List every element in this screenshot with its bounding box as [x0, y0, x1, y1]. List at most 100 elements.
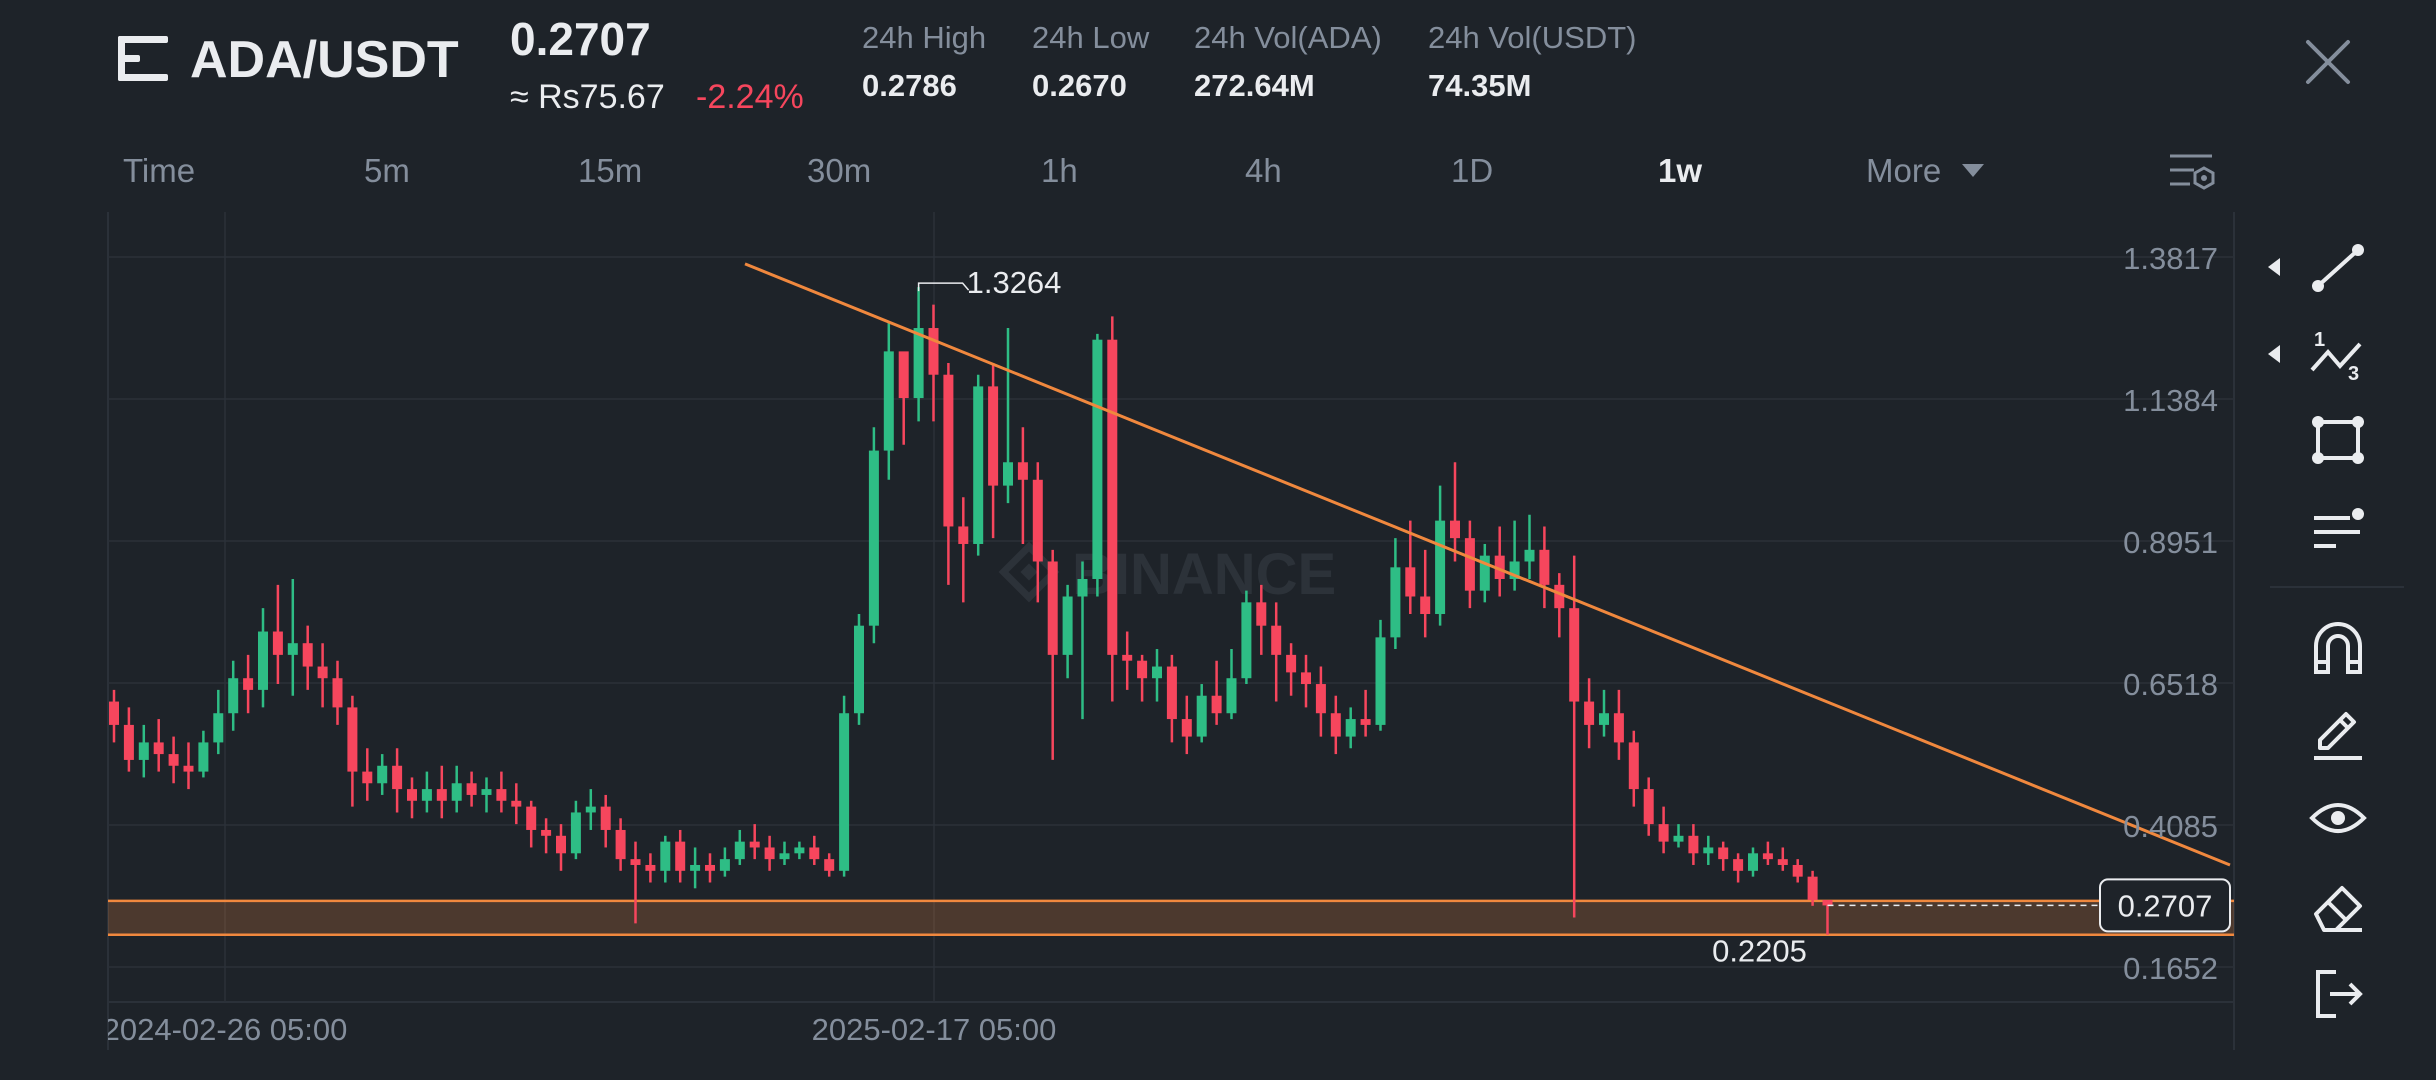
- candle-body: [1211, 695, 1222, 714]
- candle-body: [1330, 713, 1341, 737]
- chart-grid: [107, 212, 2235, 1050]
- candle-body: [1286, 654, 1297, 673]
- candle-body: [1003, 462, 1013, 486]
- toolbar-divider: [2270, 586, 2404, 588]
- exit-tool[interactable]: [2300, 960, 2376, 1024]
- y-tick-label: 0.8951: [2123, 525, 2218, 560]
- exit-icon: [2316, 970, 2363, 1018]
- candle-body: [973, 386, 984, 544]
- candle-body: [1196, 695, 1207, 737]
- candle-body: [570, 812, 581, 854]
- candle-body: [1807, 876, 1818, 900]
- candle-body: [645, 864, 656, 871]
- candle-body: [1092, 339, 1103, 579]
- candle-body: [332, 678, 343, 708]
- candle-body: [123, 724, 134, 760]
- interval-30m[interactable]: 30m: [807, 152, 872, 189]
- candle-body: [377, 765, 388, 784]
- interval-time[interactable]: Time: [123, 152, 196, 189]
- candle-body: [898, 351, 909, 399]
- fibonacci-icon: 1 3: [2310, 329, 2362, 385]
- candle-body: [600, 806, 611, 830]
- price-chart[interactable]: BINANCE 1.38171.13840.89510.65180.40850.…: [0, 210, 2260, 1050]
- interval-1d[interactable]: 1D: [1451, 152, 1494, 189]
- candle-body: [883, 351, 894, 451]
- candle-body: [1464, 538, 1475, 591]
- candle-body: [1792, 864, 1803, 877]
- candle-body: [1673, 835, 1684, 842]
- candle-body: [1077, 578, 1088, 597]
- candle-body: [1420, 596, 1431, 615]
- annotation-tool[interactable]: [2300, 496, 2376, 560]
- candle-body: [615, 829, 626, 860]
- candle-body: [1345, 719, 1356, 737]
- candle-body: [317, 666, 328, 679]
- interval-5m[interactable]: 5m: [364, 152, 410, 189]
- candle-body: [183, 765, 194, 772]
- candle-body: [1703, 847, 1714, 854]
- candle-body: [1435, 520, 1446, 615]
- candle-body: [630, 859, 641, 865]
- candle-body: [943, 374, 954, 527]
- y-tick-label: 1.3817: [2123, 241, 2218, 276]
- y-tick-label: 0.1652: [2123, 951, 2218, 986]
- trendline-tool[interactable]: [2300, 236, 2376, 300]
- candle-body: [1658, 824, 1669, 842]
- current-price-tag: [2099, 878, 2231, 933]
- candle-body: [1062, 596, 1073, 655]
- candle-body: [1047, 561, 1058, 655]
- candle-body: [526, 806, 537, 830]
- interval-15m[interactable]: 15m: [578, 152, 643, 189]
- candle-body: [362, 771, 373, 784]
- fibonacci-tool[interactable]: 1 3: [2300, 322, 2376, 386]
- eraser-icon: [2314, 886, 2362, 932]
- rectangle-shape-icon: [2312, 416, 2364, 464]
- candle-body: [1405, 567, 1416, 597]
- candle-body: [1733, 859, 1744, 871]
- stat-label-low: 24h Low: [1032, 20, 1150, 55]
- caret-down-icon[interactable]: [1962, 164, 1984, 177]
- interval-4h[interactable]: 4h: [1245, 152, 1282, 189]
- interval-1h[interactable]: 1h: [1041, 152, 1078, 189]
- pair-title[interactable]: ADA/USDT: [190, 31, 459, 89]
- visibility-tool[interactable]: [2300, 786, 2376, 850]
- candle-body: [1748, 853, 1758, 871]
- candle-body: [1181, 719, 1192, 737]
- chart-settings-icon[interactable]: [2168, 152, 2216, 194]
- candle-body: [153, 742, 164, 755]
- candle-body: [1628, 742, 1639, 790]
- candle-body: [436, 789, 447, 801]
- candle-body: [809, 847, 820, 860]
- expand-arrow-icon[interactable]: [2268, 258, 2280, 276]
- candle-body: [1494, 555, 1505, 579]
- magnet-tool[interactable]: [2300, 614, 2376, 678]
- shape-tool[interactable]: [2300, 408, 2376, 472]
- y-axis-labels: 1.3817 1.1384 0.8951 0.6518 0.4085 0.1652: [2123, 241, 2218, 986]
- candle-body: [705, 864, 715, 871]
- candle-body: [272, 631, 283, 655]
- high-marker-line: [917, 282, 970, 292]
- candle-body: [1524, 549, 1535, 562]
- expand-arrow-icon[interactable]: [2268, 345, 2280, 363]
- stat-value-vol-ada: 272.64M: [1194, 68, 1315, 103]
- stat-value-low: 0.2670: [1032, 68, 1127, 103]
- candle-body: [958, 526, 969, 544]
- candle-body: [511, 800, 522, 807]
- candle-body: [1137, 660, 1148, 679]
- stat-value-vol-usdt: 74.35M: [1428, 68, 1532, 103]
- candle-body: [1613, 713, 1624, 743]
- svg-text:1: 1: [2314, 329, 2325, 351]
- candle-body: [541, 829, 552, 836]
- candle-body: [779, 853, 790, 860]
- interval-more[interactable]: More: [1866, 152, 1942, 189]
- eraser-tool[interactable]: [2300, 874, 2376, 938]
- support-zone: [108, 900, 2234, 935]
- interval-1w[interactable]: 1w: [1658, 152, 1703, 189]
- stat-value-high: 0.2786: [862, 68, 957, 103]
- menu-icon[interactable]: [118, 34, 170, 84]
- candle-body: [302, 643, 313, 667]
- candle-body: [1017, 462, 1028, 480]
- pencil-icon: [2314, 712, 2362, 760]
- close-icon[interactable]: [2300, 34, 2356, 90]
- draw-tool[interactable]: [2300, 702, 2376, 766]
